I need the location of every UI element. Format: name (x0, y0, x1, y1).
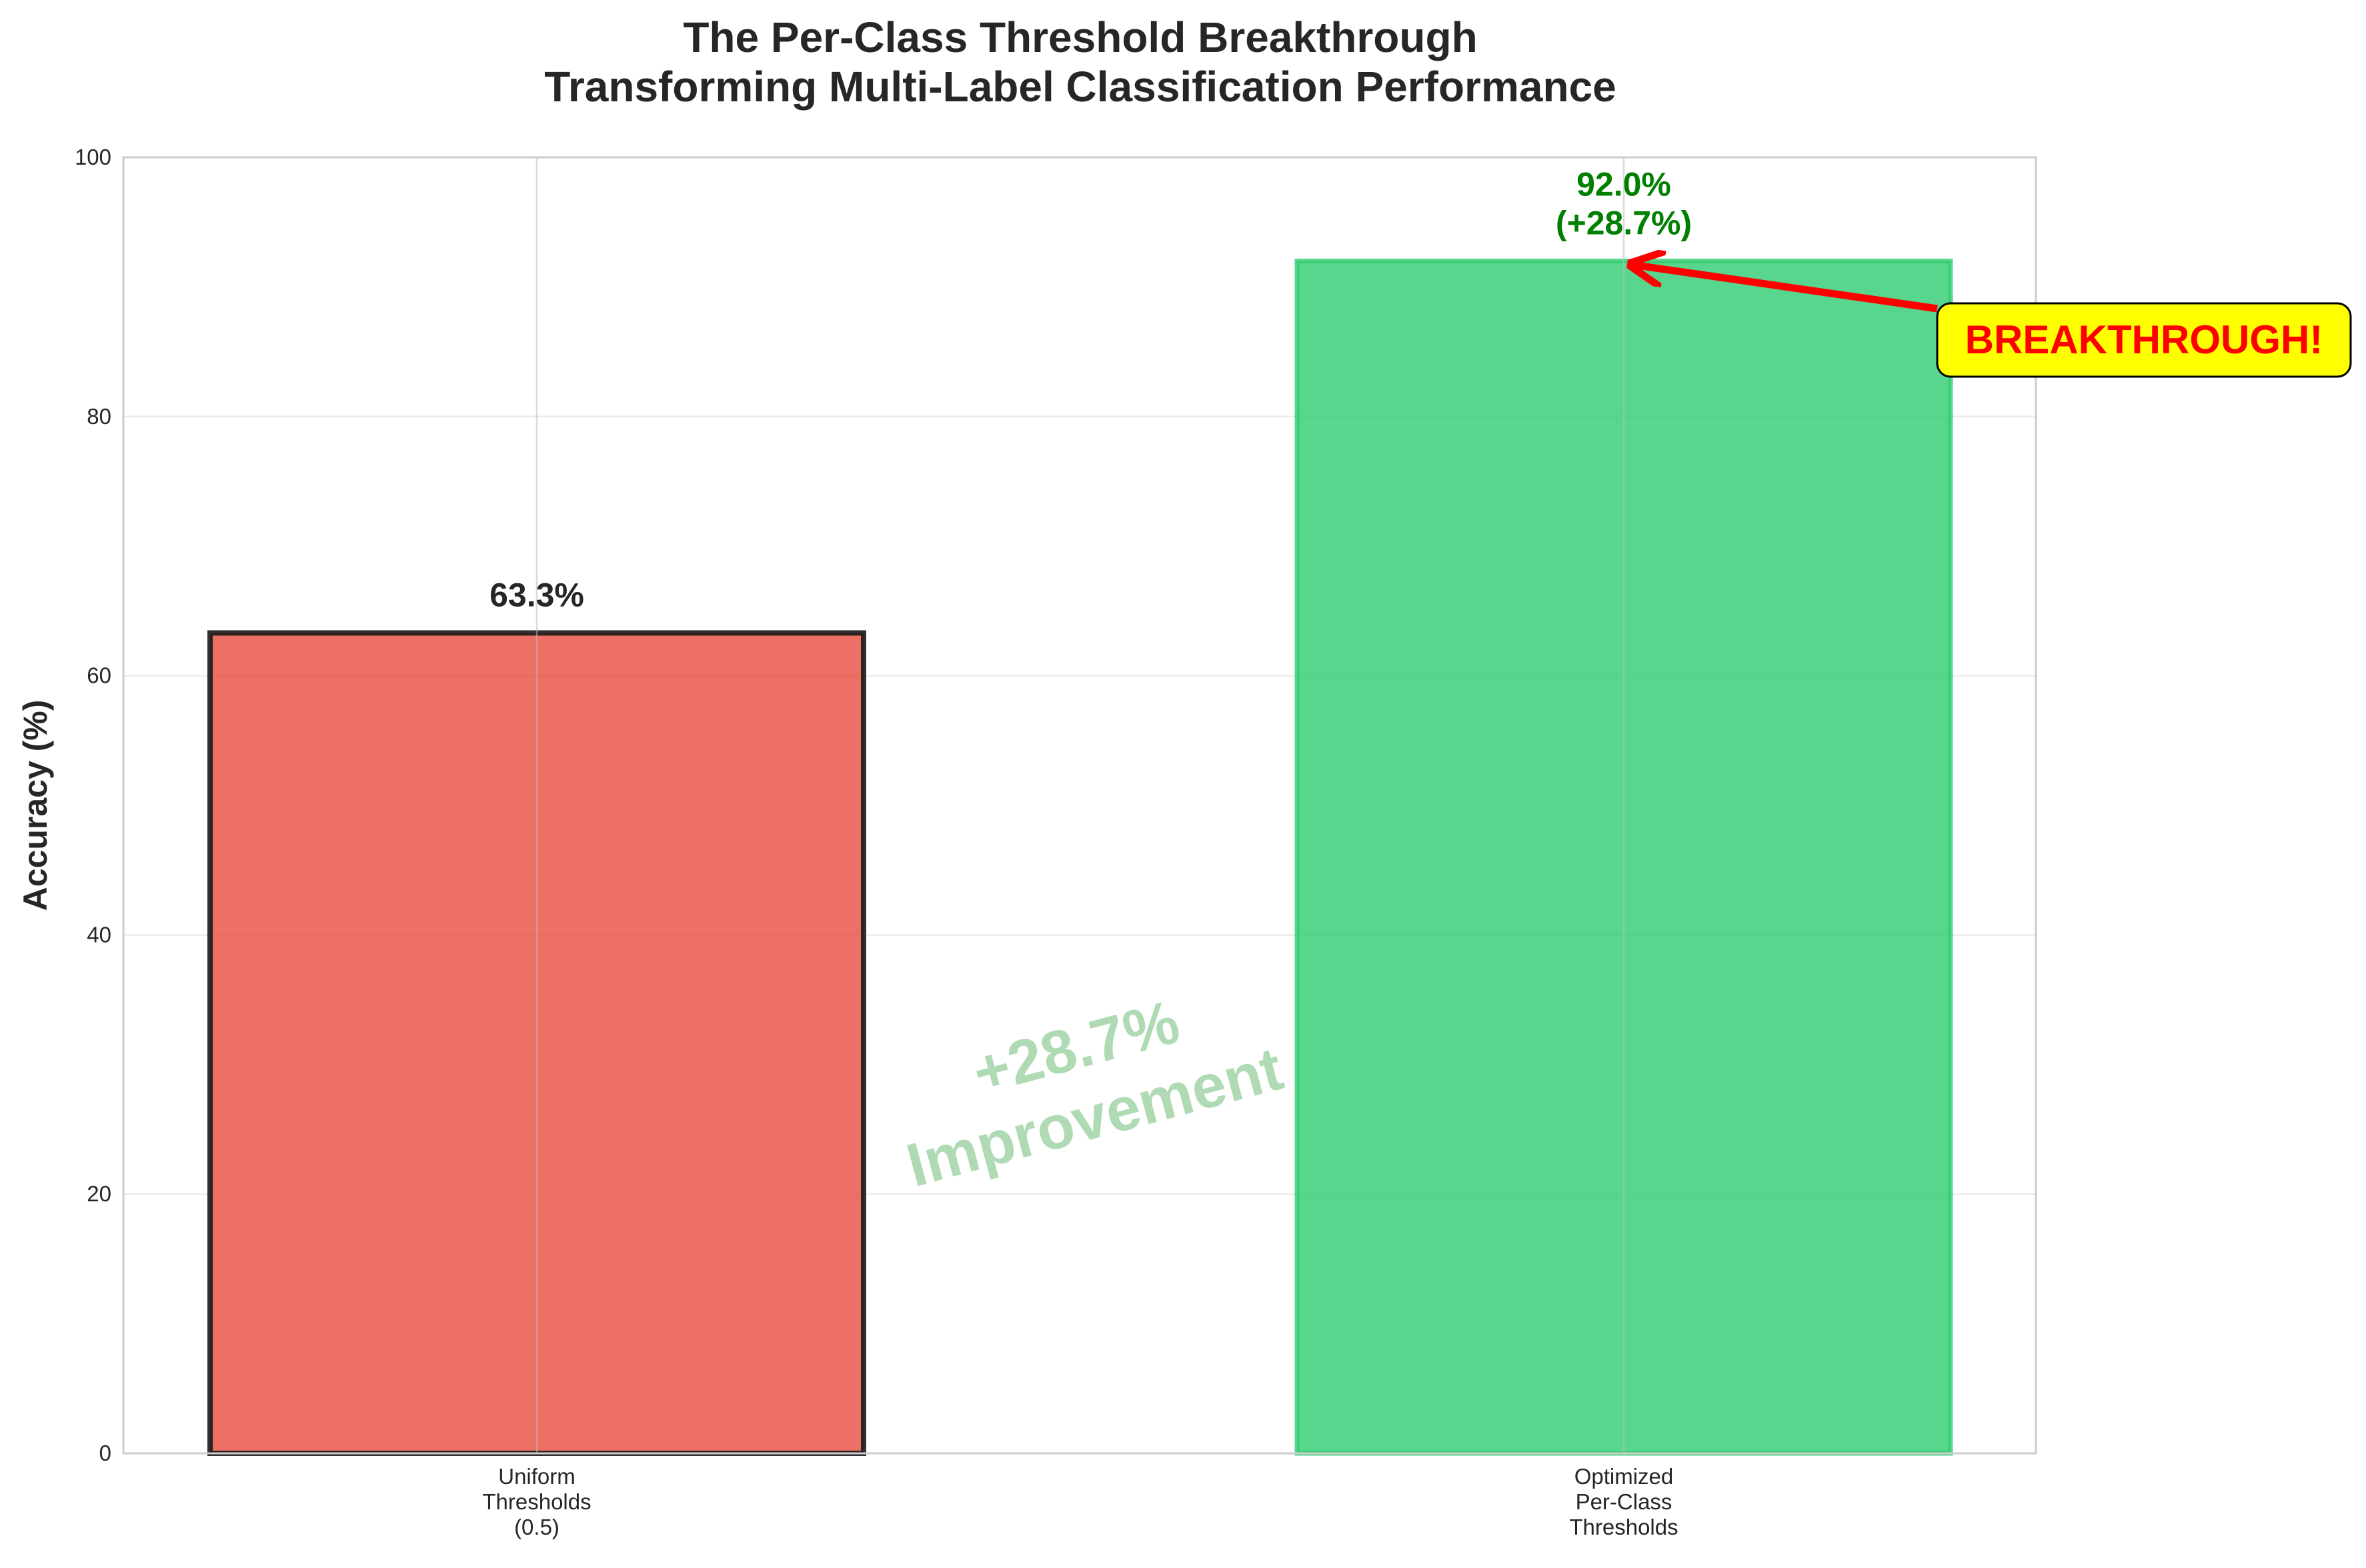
y-axis-label: Accuracy (%) (17, 700, 54, 911)
chart-subtitle: Transforming Multi-Label Classification … (544, 63, 1616, 111)
x-axis-ticks: Uniform Thresholds (0.5) Optimized Per-Class… (482, 1464, 1678, 1539)
bar-value-label: 63.3% (489, 576, 584, 613)
improvement-watermark: +28.7%Improvement (881, 965, 1289, 1199)
bar-value-label: 92.0% (+28.7%) (1556, 166, 1692, 242)
y-tick-label: 20 (87, 1181, 111, 1206)
vertical-grid-lines (535, 157, 1625, 1453)
callout-arrow (1634, 265, 1938, 313)
bar-value-labels: 63.3% 92.0% (+28.7%) (489, 166, 1692, 614)
plot-frame (122, 156, 2037, 1455)
callout-box (1936, 302, 2352, 378)
bars (207, 259, 1953, 1456)
y-tick-label: 80 (87, 404, 111, 429)
improvement-watermark-text: +28.7%Improvement (881, 965, 1289, 1199)
breakthrough-callout: BREAKTHROUGH! (1634, 265, 2352, 378)
chart-title: The Per-Class Threshold Breakthrough (683, 13, 1477, 61)
y-axis-ticks: 0 20 40 60 80 100 (75, 145, 111, 1465)
y-tick-label: 0 (99, 1441, 111, 1465)
y-tick-label: 100 (75, 145, 111, 169)
y-tick-label: 60 (87, 663, 111, 688)
y-tick-label: 40 (87, 922, 111, 947)
x-tick-label: Optimized Per-Class Thresholds (1569, 1464, 1678, 1539)
x-tick-label: Uniform Thresholds (0.5) (482, 1464, 591, 1539)
callout-text: BREAKTHROUGH! (1965, 317, 2323, 362)
